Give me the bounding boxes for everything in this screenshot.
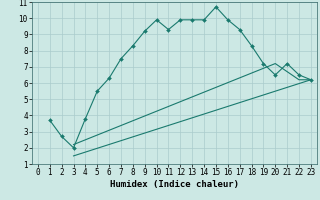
X-axis label: Humidex (Indice chaleur): Humidex (Indice chaleur) [110, 180, 239, 189]
